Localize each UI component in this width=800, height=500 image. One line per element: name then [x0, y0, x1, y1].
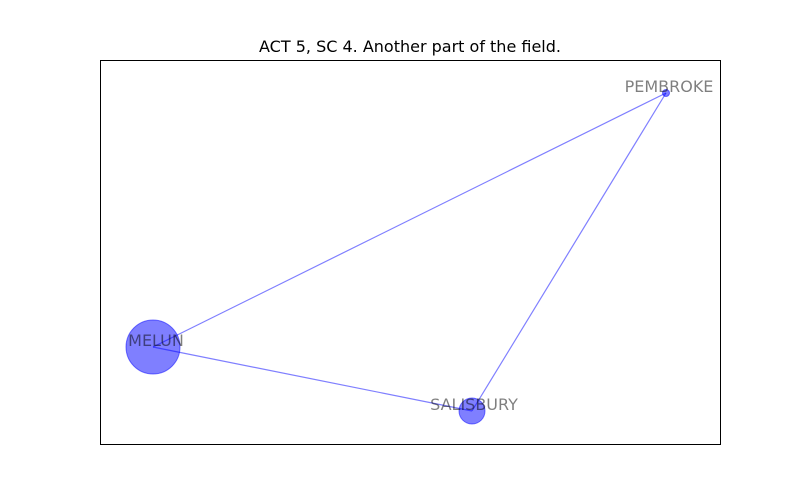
edge-salisbury-pembroke	[471, 92, 667, 412]
node-label-pembroke: PEMBROKE	[625, 77, 714, 96]
node-label-salisbury: SALISBURY	[430, 395, 518, 414]
node-layer	[125, 89, 670, 425]
edge-layer	[152, 92, 667, 412]
edge-melun-pembroke	[152, 92, 667, 348]
plot-frame	[100, 60, 721, 445]
node-salisbury	[458, 397, 486, 425]
node-pembroke	[662, 89, 670, 97]
node-label-melun: MELUN	[128, 331, 184, 350]
node-melun	[125, 319, 181, 375]
label-layer: MELUN SALISBURY PEMBROKE	[128, 77, 713, 414]
edge-melun-salisbury	[152, 346, 473, 412]
chart-title: ACT 5, SC 4. Another part of the field.	[259, 37, 561, 56]
